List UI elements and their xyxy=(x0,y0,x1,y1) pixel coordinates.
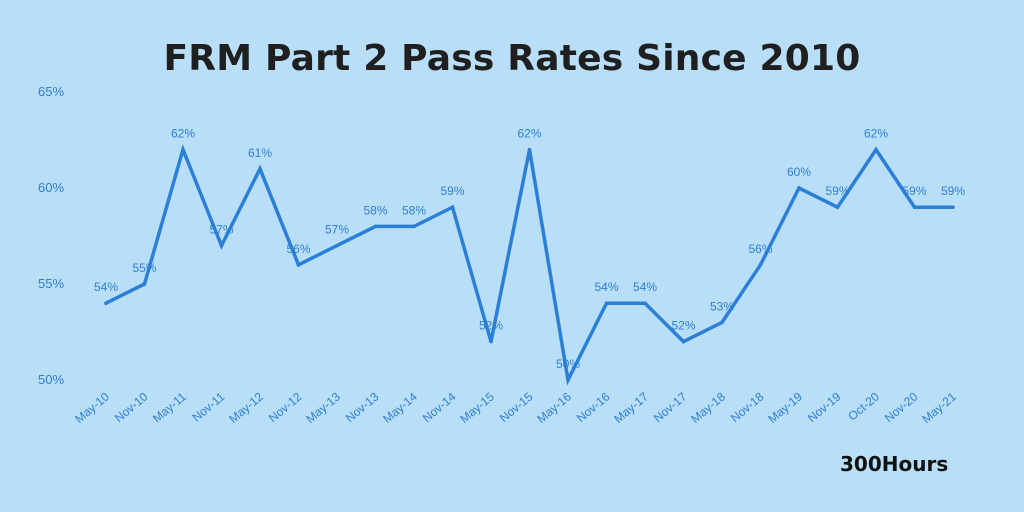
x-tick-label: Nov-16 xyxy=(574,389,613,425)
data-label: 59% xyxy=(941,184,965,198)
x-tick-label: Nov-18 xyxy=(728,389,767,425)
data-point xyxy=(604,301,609,306)
y-tick-label: 65% xyxy=(38,84,64,99)
data-label: 59% xyxy=(902,184,926,198)
y-tick-label: 50% xyxy=(38,372,64,387)
y-tick-label: 60% xyxy=(38,180,64,195)
x-tick-label: Nov-12 xyxy=(266,389,305,425)
data-point xyxy=(219,243,224,248)
x-tick-label: May-18 xyxy=(688,389,728,426)
data-point xyxy=(450,205,455,209)
x-tick-label: May-17 xyxy=(611,389,651,426)
data-point xyxy=(835,205,840,209)
x-tick-label: May-11 xyxy=(150,389,189,425)
data-point xyxy=(720,320,724,325)
x-tick-label: Nov-11 xyxy=(189,389,227,424)
data-point xyxy=(797,186,801,190)
x-tick-label: May-19 xyxy=(765,389,805,426)
x-tick-label: May-10 xyxy=(72,389,112,426)
y-tick-label: 55% xyxy=(38,276,64,291)
data-point xyxy=(874,147,878,152)
data-point xyxy=(258,167,262,171)
data-label: 52% xyxy=(479,319,503,333)
data-point xyxy=(181,147,185,152)
data-point xyxy=(296,263,301,267)
data-point xyxy=(104,301,108,306)
x-tick-label: May-16 xyxy=(534,389,574,426)
data-point xyxy=(142,282,147,286)
data-label: 57% xyxy=(209,223,233,237)
data-label: 53% xyxy=(710,299,734,313)
data-point xyxy=(643,301,647,306)
data-label: 58% xyxy=(363,203,387,217)
data-label: 50% xyxy=(556,357,580,371)
data-label: 59% xyxy=(825,184,849,198)
data-point xyxy=(412,224,416,229)
x-tick-label: Nov-10 xyxy=(112,389,151,425)
data-label: 59% xyxy=(440,184,464,198)
data-point xyxy=(681,339,686,344)
data-point xyxy=(335,243,339,248)
data-point xyxy=(758,263,763,267)
x-tick-label: May-21 xyxy=(919,389,959,426)
data-label: 58% xyxy=(402,203,426,217)
x-tick-label: Nov-13 xyxy=(343,389,382,425)
data-point xyxy=(566,378,570,382)
x-tick-label: May-15 xyxy=(457,389,497,426)
data-label: 62% xyxy=(517,127,541,141)
data-label: 55% xyxy=(132,261,156,275)
data-label: 56% xyxy=(286,242,310,256)
data-point xyxy=(527,147,532,152)
x-tick-label: May-13 xyxy=(303,389,343,426)
data-label: 60% xyxy=(787,165,811,179)
x-tick-label: Oct-20 xyxy=(845,389,882,423)
brand-logo-text: 300Hours xyxy=(840,452,949,476)
x-tick-label: Nov-15 xyxy=(497,389,536,425)
x-tick-label: Nov-19 xyxy=(805,389,844,425)
data-label: 62% xyxy=(864,127,888,141)
data-label: 54% xyxy=(633,280,657,294)
x-tick-label: Nov-14 xyxy=(420,389,459,425)
data-label: 61% xyxy=(248,146,272,160)
x-tick-label: Nov-20 xyxy=(882,389,921,425)
data-point xyxy=(912,205,917,209)
data-label: 54% xyxy=(594,280,618,294)
data-point xyxy=(489,339,493,344)
x-tick-label: May-12 xyxy=(226,389,266,426)
data-point xyxy=(373,224,378,229)
data-point xyxy=(951,205,955,209)
data-label: 57% xyxy=(325,223,349,237)
x-tick-label: Nov-17 xyxy=(651,389,690,425)
data-label: 56% xyxy=(748,242,772,256)
data-label: 52% xyxy=(671,319,695,333)
data-label: 62% xyxy=(171,127,195,141)
data-label: 54% xyxy=(94,280,118,294)
chart-title: FRM Part 2 Pass Rates Since 2010 xyxy=(163,38,861,79)
x-tick-label: May-14 xyxy=(380,389,420,426)
